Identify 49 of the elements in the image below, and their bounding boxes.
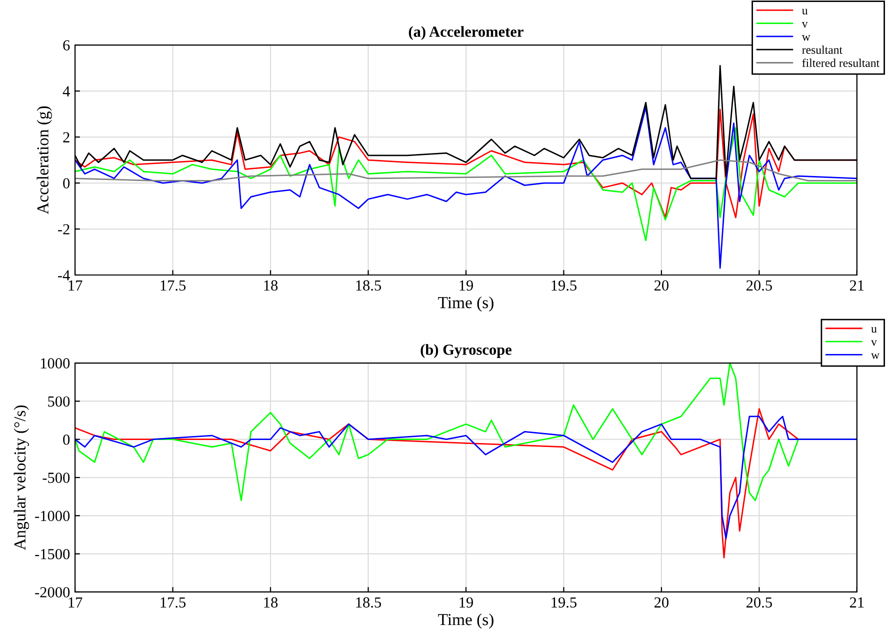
y-tick-label: 0 xyxy=(63,434,70,445)
x-tick-label: 20.5 xyxy=(746,597,772,608)
x-tick-label: 20 xyxy=(654,597,669,608)
chart-title: (a) Accelerometer xyxy=(408,26,524,40)
x-axis-title: Time (s) xyxy=(438,296,494,312)
x-tick-label: 21 xyxy=(850,597,864,608)
x-tick-label: 19.5 xyxy=(552,597,576,608)
x-tick-label: 17.5 xyxy=(160,597,186,608)
legend-label: w xyxy=(871,353,880,359)
y-tick-label: -500 xyxy=(42,472,70,483)
x-tick-label: 18.5 xyxy=(356,280,382,291)
legend-label: filtered resultant xyxy=(802,58,880,67)
x-tick-label: 18 xyxy=(264,597,278,608)
legend-label: w xyxy=(802,35,810,41)
legend-label: v xyxy=(802,22,808,28)
y-tick-label: -2000 xyxy=(35,587,70,598)
y-tick-label: 4 xyxy=(62,86,70,96)
y-tick-label: 0 xyxy=(63,178,70,188)
legend-label: u xyxy=(871,327,877,333)
line-series xyxy=(75,159,857,182)
x-tick-label: 19.5 xyxy=(552,280,576,291)
line-series xyxy=(75,106,857,269)
x-tick-label: 20.5 xyxy=(746,280,772,291)
legend-label: v xyxy=(871,340,877,346)
x-axis-title: Time (s) xyxy=(438,613,494,629)
y-tick-label: -2 xyxy=(58,224,70,234)
y-tick-label: 1000 xyxy=(40,358,70,368)
y-tick-label: -4 xyxy=(58,270,70,280)
x-tick-label: 19 xyxy=(460,597,473,608)
x-tick-label: 17.5 xyxy=(160,280,186,291)
y-tick-label: -1500 xyxy=(35,548,70,560)
x-tick-label: 17 xyxy=(68,280,82,290)
x-tick-label: 18 xyxy=(264,280,278,291)
line-series xyxy=(75,127,857,242)
chart-title: (b) Gyroscope xyxy=(420,344,512,358)
y-tick-label: 500 xyxy=(48,396,70,407)
legend-label: resultant xyxy=(802,46,842,54)
y-tick-label: -1000 xyxy=(35,510,70,522)
y-axis-title: Angular velocity (°/s) xyxy=(14,405,29,550)
y-axis-title: Acceleration (g) xyxy=(36,106,52,214)
y-tick-label: 6 xyxy=(63,40,70,50)
x-tick-label: 19 xyxy=(460,280,473,291)
x-tick-label: 17 xyxy=(68,597,82,608)
x-tick-label: 20 xyxy=(654,280,669,291)
line-series xyxy=(75,416,857,540)
x-tick-label: 18.5 xyxy=(356,597,382,608)
y-tick-label: 2 xyxy=(63,132,70,142)
legend-label: u xyxy=(802,8,808,14)
x-tick-label: 21 xyxy=(850,280,864,290)
